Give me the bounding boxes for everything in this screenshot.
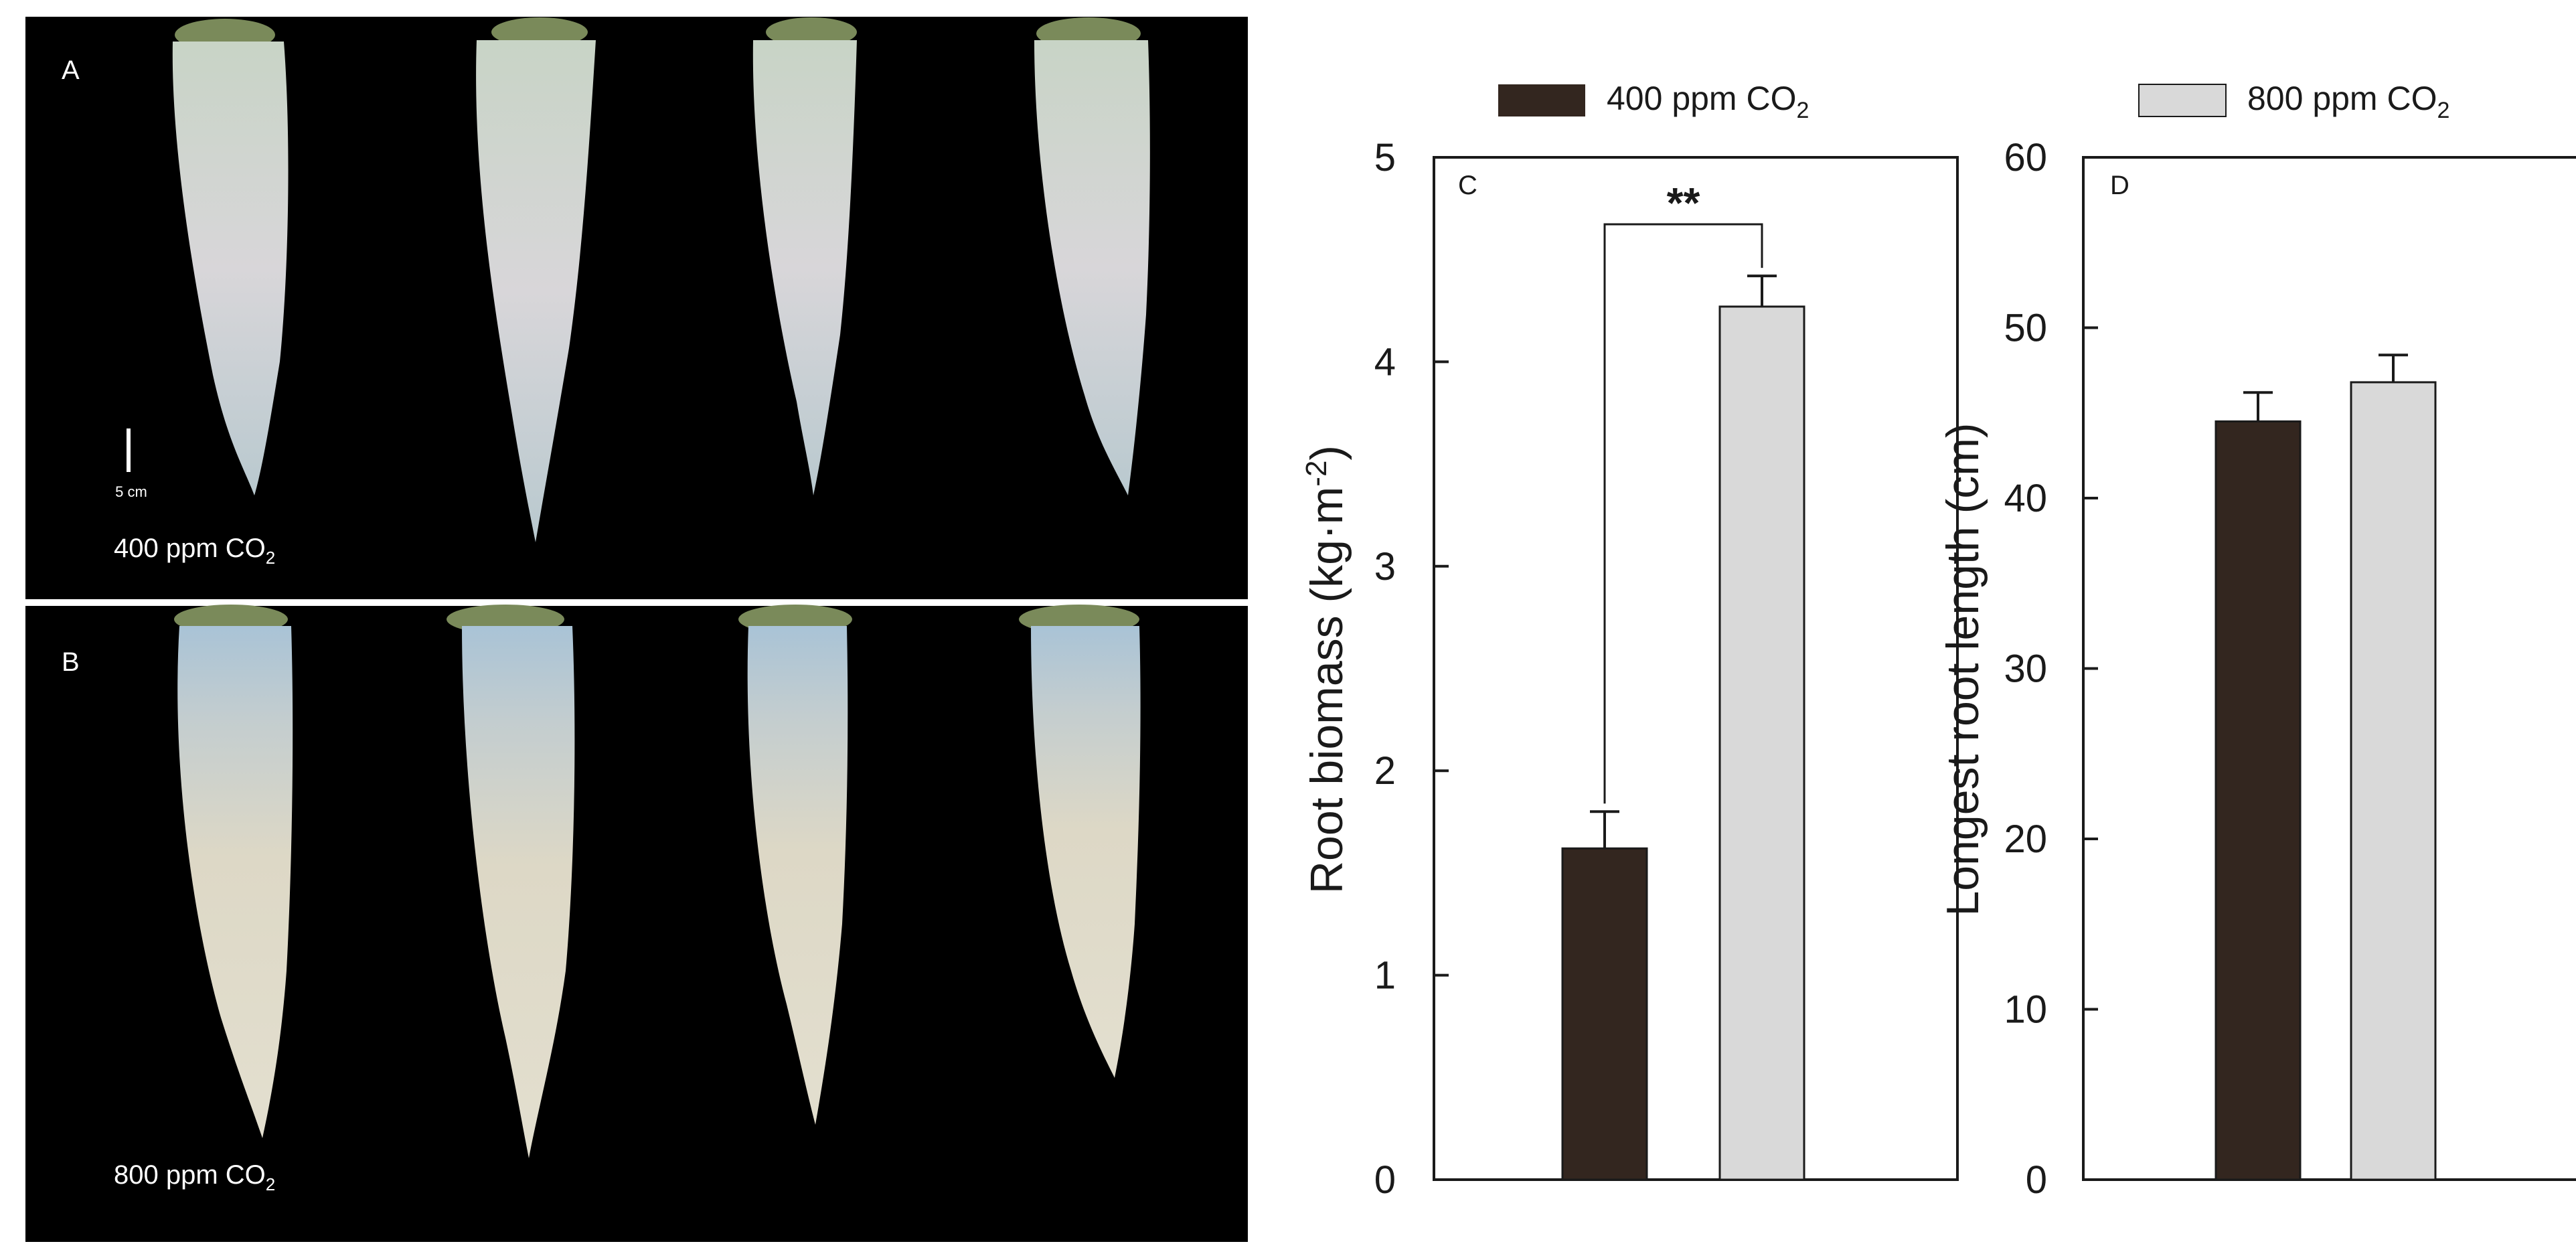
- y-tick-label: 1: [1374, 954, 1396, 998]
- chart-c-marks: [1561, 274, 1805, 1181]
- chart-d-y-axis-label: Longest root length (cm): [1937, 422, 1988, 916]
- panel-b-condition-label: 800 ppm CO2: [114, 1160, 275, 1194]
- y-tick-label: 20: [2004, 817, 2047, 861]
- y-tick-label: 0: [2026, 1158, 2047, 1202]
- root-column-a4: [1034, 40, 1150, 495]
- legend-400: 400 ppm CO2: [1498, 80, 1809, 123]
- y-tick-label: 3: [1374, 545, 1396, 588]
- legend-800: 800 ppm CO2: [2138, 80, 2449, 123]
- panel-a-photo: A 5 cm 400 ppm CO2: [25, 17, 1248, 599]
- y-tick-label: 30: [2004, 647, 2047, 691]
- bar-800-ppm-co2: [1718, 305, 1805, 1181]
- chart-c-y-ticks: 0 1 2 3 4 5: [1374, 136, 1449, 1202]
- panel-a-condition-label: 400 ppm CO2: [114, 534, 275, 568]
- root-column-b3: [747, 626, 848, 1125]
- root-column-b4: [1031, 626, 1141, 1078]
- legend-label-400: 400 ppm CO2: [1607, 80, 1809, 123]
- grass-top-a3: [766, 17, 857, 47]
- chart-d-longest-root-length: D Longest root length (cm) 0 10 20 30 40 50 60: [1937, 136, 2576, 1202]
- y-tick-label: 0: [1374, 1158, 1396, 1202]
- y-tick-label: 50: [2004, 307, 2047, 350]
- y-tick-label: 60: [2004, 136, 2047, 179]
- root-column-a2: [476, 40, 596, 542]
- y-tick-label: 4: [1374, 340, 1396, 384]
- root-column-a3: [752, 40, 857, 495]
- y-tick-label: 10: [2004, 988, 2047, 1032]
- root-column-b1: [177, 626, 293, 1138]
- legend-swatch-400: [1498, 84, 1585, 116]
- significance-bracket-line: [1603, 223, 1763, 804]
- chart-c-plot-frame: [1433, 156, 1959, 1181]
- chart-d-panel-letter: D: [2110, 171, 2129, 200]
- grass-top-a2: [491, 17, 588, 47]
- bar-400-ppm-co2: [2215, 420, 2302, 1181]
- y-tick-label: 2: [1374, 749, 1396, 793]
- legend-swatch-800: [2138, 84, 2227, 117]
- significance-label: **: [1667, 179, 1700, 227]
- y-tick-label: 40: [2004, 477, 2047, 520]
- panel-a-letter: A: [62, 56, 80, 85]
- chart-c-root-biomass: C Root biomass (kg·m-2) 0 1 2 3 4 5 **: [1300, 136, 1959, 1202]
- chart-d-marks: [2215, 353, 2437, 1181]
- bar-800-ppm-co2: [2350, 381, 2437, 1181]
- chart-c-panel-letter: C: [1458, 171, 1477, 200]
- panel-b-photo: B 800 ppm CO2: [25, 605, 1248, 1242]
- chart-d-plot-frame: [2082, 156, 2576, 1181]
- panel-b-letter: B: [62, 647, 80, 677]
- scale-bar-label: 5 cm: [115, 483, 147, 500]
- chart-c-significance-bracket: **: [1603, 179, 1763, 804]
- root-column-b2: [462, 626, 575, 1158]
- root-column-a1: [172, 42, 289, 495]
- chart-c-y-axis-label: Root biomass (kg·m-2): [1300, 445, 1352, 894]
- chart-d-y-ticks: 0 10 20 30 40 50 60: [2004, 136, 2098, 1202]
- bar-400-ppm-co2: [1561, 847, 1648, 1181]
- y-tick-label: 5: [1374, 136, 1396, 179]
- legend-label-800: 800 ppm CO2: [2247, 80, 2449, 123]
